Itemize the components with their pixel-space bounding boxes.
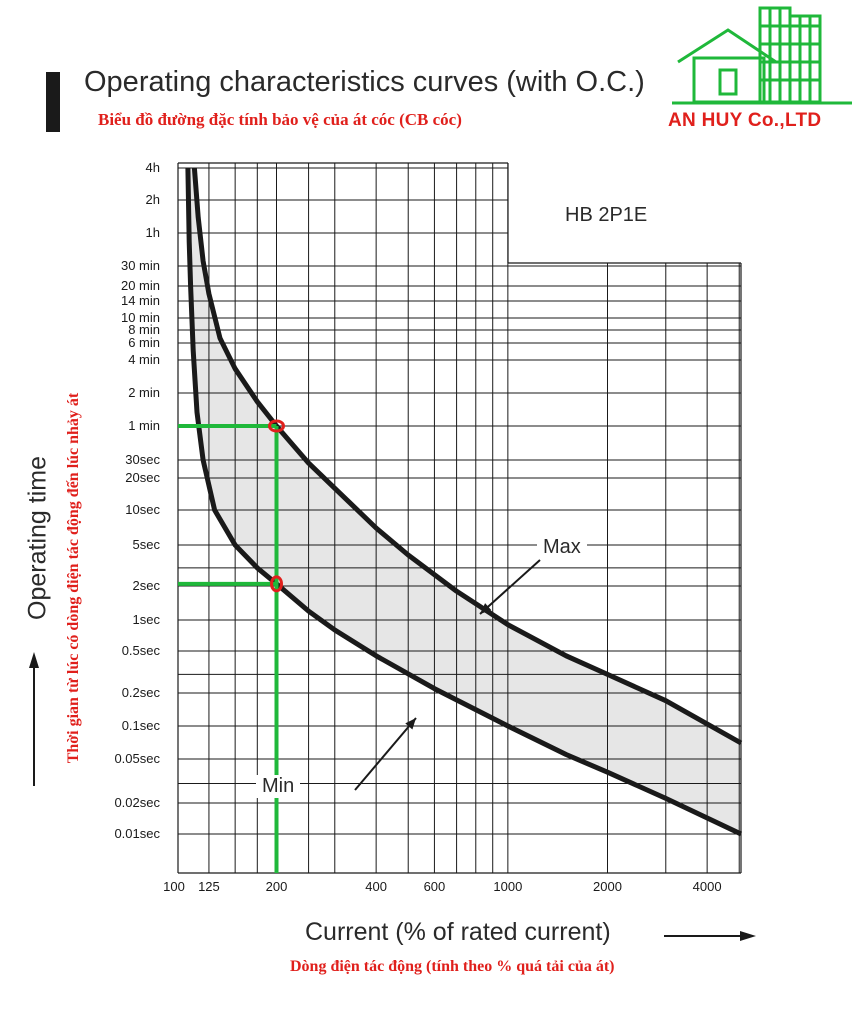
y-tick-label: 4 min (128, 352, 160, 367)
y-tick-label: 4h (145, 160, 160, 175)
y-tick-label: 0.01sec (114, 826, 160, 841)
min-label-arrow-shaft (354, 717, 417, 791)
y-tick-label: 8 min (128, 322, 160, 337)
y-tick-label: 20sec (125, 470, 160, 485)
y-tick-label: 6 min (128, 335, 160, 350)
chart-title: Operating characteristics curves (with O… (84, 66, 645, 98)
min-label-arrow-head (405, 718, 416, 730)
breaker-model-label: HB 2P1E (565, 204, 648, 226)
x-axis-title-vietnamese: Dòng điện tác động (tính theo % quá tải … (290, 958, 615, 975)
x-tick-label: 600 (423, 879, 446, 894)
y-tick-label: 0.02sec (114, 795, 160, 810)
max-curve-label: Max (537, 536, 587, 559)
y-tick-label: 0.05sec (114, 751, 160, 766)
y-tick-label: 1 min (128, 418, 160, 433)
max-label-arrow-shaft (479, 559, 541, 615)
y-axis-direction-arrow-head (29, 652, 39, 668)
y-tick-label: 10 min (120, 310, 160, 325)
title-accent-bar (46, 72, 60, 132)
y-tick-label: 2h (145, 192, 160, 207)
y-tick-label: 2sec (132, 578, 160, 593)
chart-subtitle-vietnamese: Biểu đồ đường đặc tính bảo vệ của át cóc… (98, 110, 462, 129)
y-tick-label: 30 min (120, 258, 160, 273)
company-brand: AN HUY Co.,LTD (668, 110, 822, 131)
y-tick-label: 2 min (128, 385, 160, 400)
y-tick-label: 0.1sec (121, 718, 160, 733)
y-tick-label: 1h (145, 225, 160, 240)
max-label-arrow-head (480, 603, 492, 614)
y-tick-label: 1sec (132, 612, 160, 627)
x-tick-label: 2000 (593, 879, 622, 894)
y-tick-label: 0.2sec (121, 685, 160, 700)
y-tick-label: 0.5sec (121, 643, 160, 658)
x-tick-label: 200 (265, 879, 288, 894)
min-curve-label: Min (256, 775, 301, 798)
highlight-min-marker (270, 575, 283, 593)
x-tick-label: 4000 (692, 879, 722, 894)
y-tick-label: 14 min (120, 293, 160, 308)
y-tick-label: 20 min (120, 278, 160, 293)
x-tick-label: 125 (198, 879, 220, 894)
house-and-building-icon (672, 6, 852, 105)
x-tick-label: 100 (163, 879, 185, 894)
max-curve-line (191, 167, 743, 746)
x-tick-label: 1000 (493, 879, 523, 894)
highlight-max-marker (268, 419, 285, 433)
y-tick-label: 10sec (125, 502, 160, 517)
y-tick-label: 30sec (125, 452, 160, 467)
x-tick-label: 400 (365, 879, 387, 894)
x-axis-direction-arrow-head (740, 931, 756, 941)
y-tick-label: 5sec (132, 537, 160, 552)
tripping-band-area (187, 168, 741, 834)
x-axis-title: Current (% of rated current) (305, 918, 611, 946)
